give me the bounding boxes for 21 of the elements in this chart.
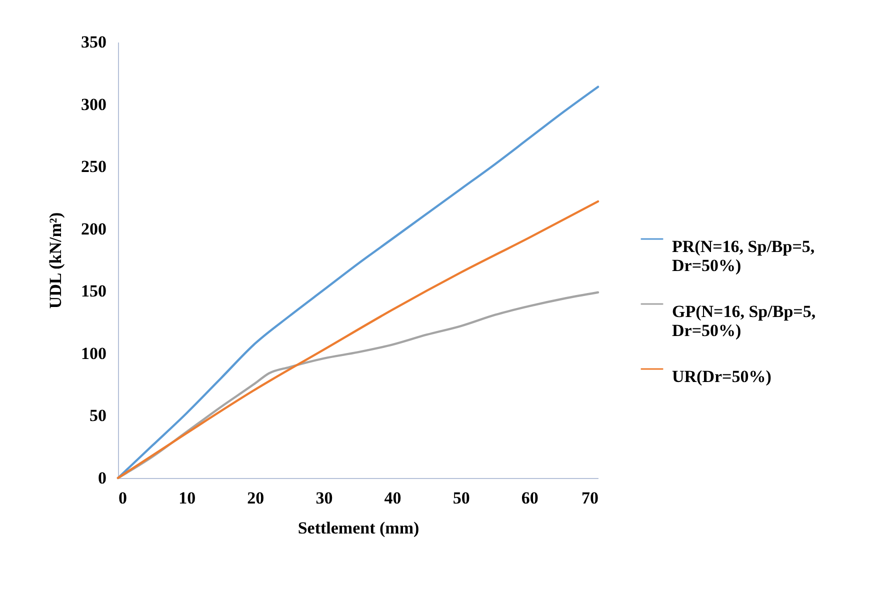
y-axis-title: UDL (kN/m²) xyxy=(46,212,65,309)
legend-label: GP(N=16, Sp/Bp=5, Dr=50%) xyxy=(672,302,816,340)
x-tick-label: 70 xyxy=(582,488,598,508)
legend-label: PR(N=16, Sp/Bp=5, Dr=50%) xyxy=(672,237,815,275)
legend-label: UR(Dr=50%) xyxy=(672,367,772,386)
y-tick-label: 50 xyxy=(90,406,106,426)
x-axis-title: Settlement (mm) xyxy=(298,518,420,538)
x-tick-label: 30 xyxy=(316,488,333,508)
x-tick-label: 10 xyxy=(178,488,196,508)
y-tick-label: 300 xyxy=(81,94,106,114)
y-tick-label: 0 xyxy=(98,468,106,488)
y-tick-label: 350 xyxy=(81,32,106,52)
y-tick-label: 200 xyxy=(81,219,106,238)
x-tick-label: 50 xyxy=(452,488,470,508)
x-tick-label: 60 xyxy=(521,488,538,508)
x-tick-label: 0 xyxy=(118,488,127,508)
y-tick-label: 150 xyxy=(81,282,106,301)
x-tick-label: 20 xyxy=(247,488,264,508)
y-tick-label: 100 xyxy=(81,344,106,363)
x-tick-label: 40 xyxy=(384,488,402,508)
y-tick-label: 250 xyxy=(81,157,106,176)
